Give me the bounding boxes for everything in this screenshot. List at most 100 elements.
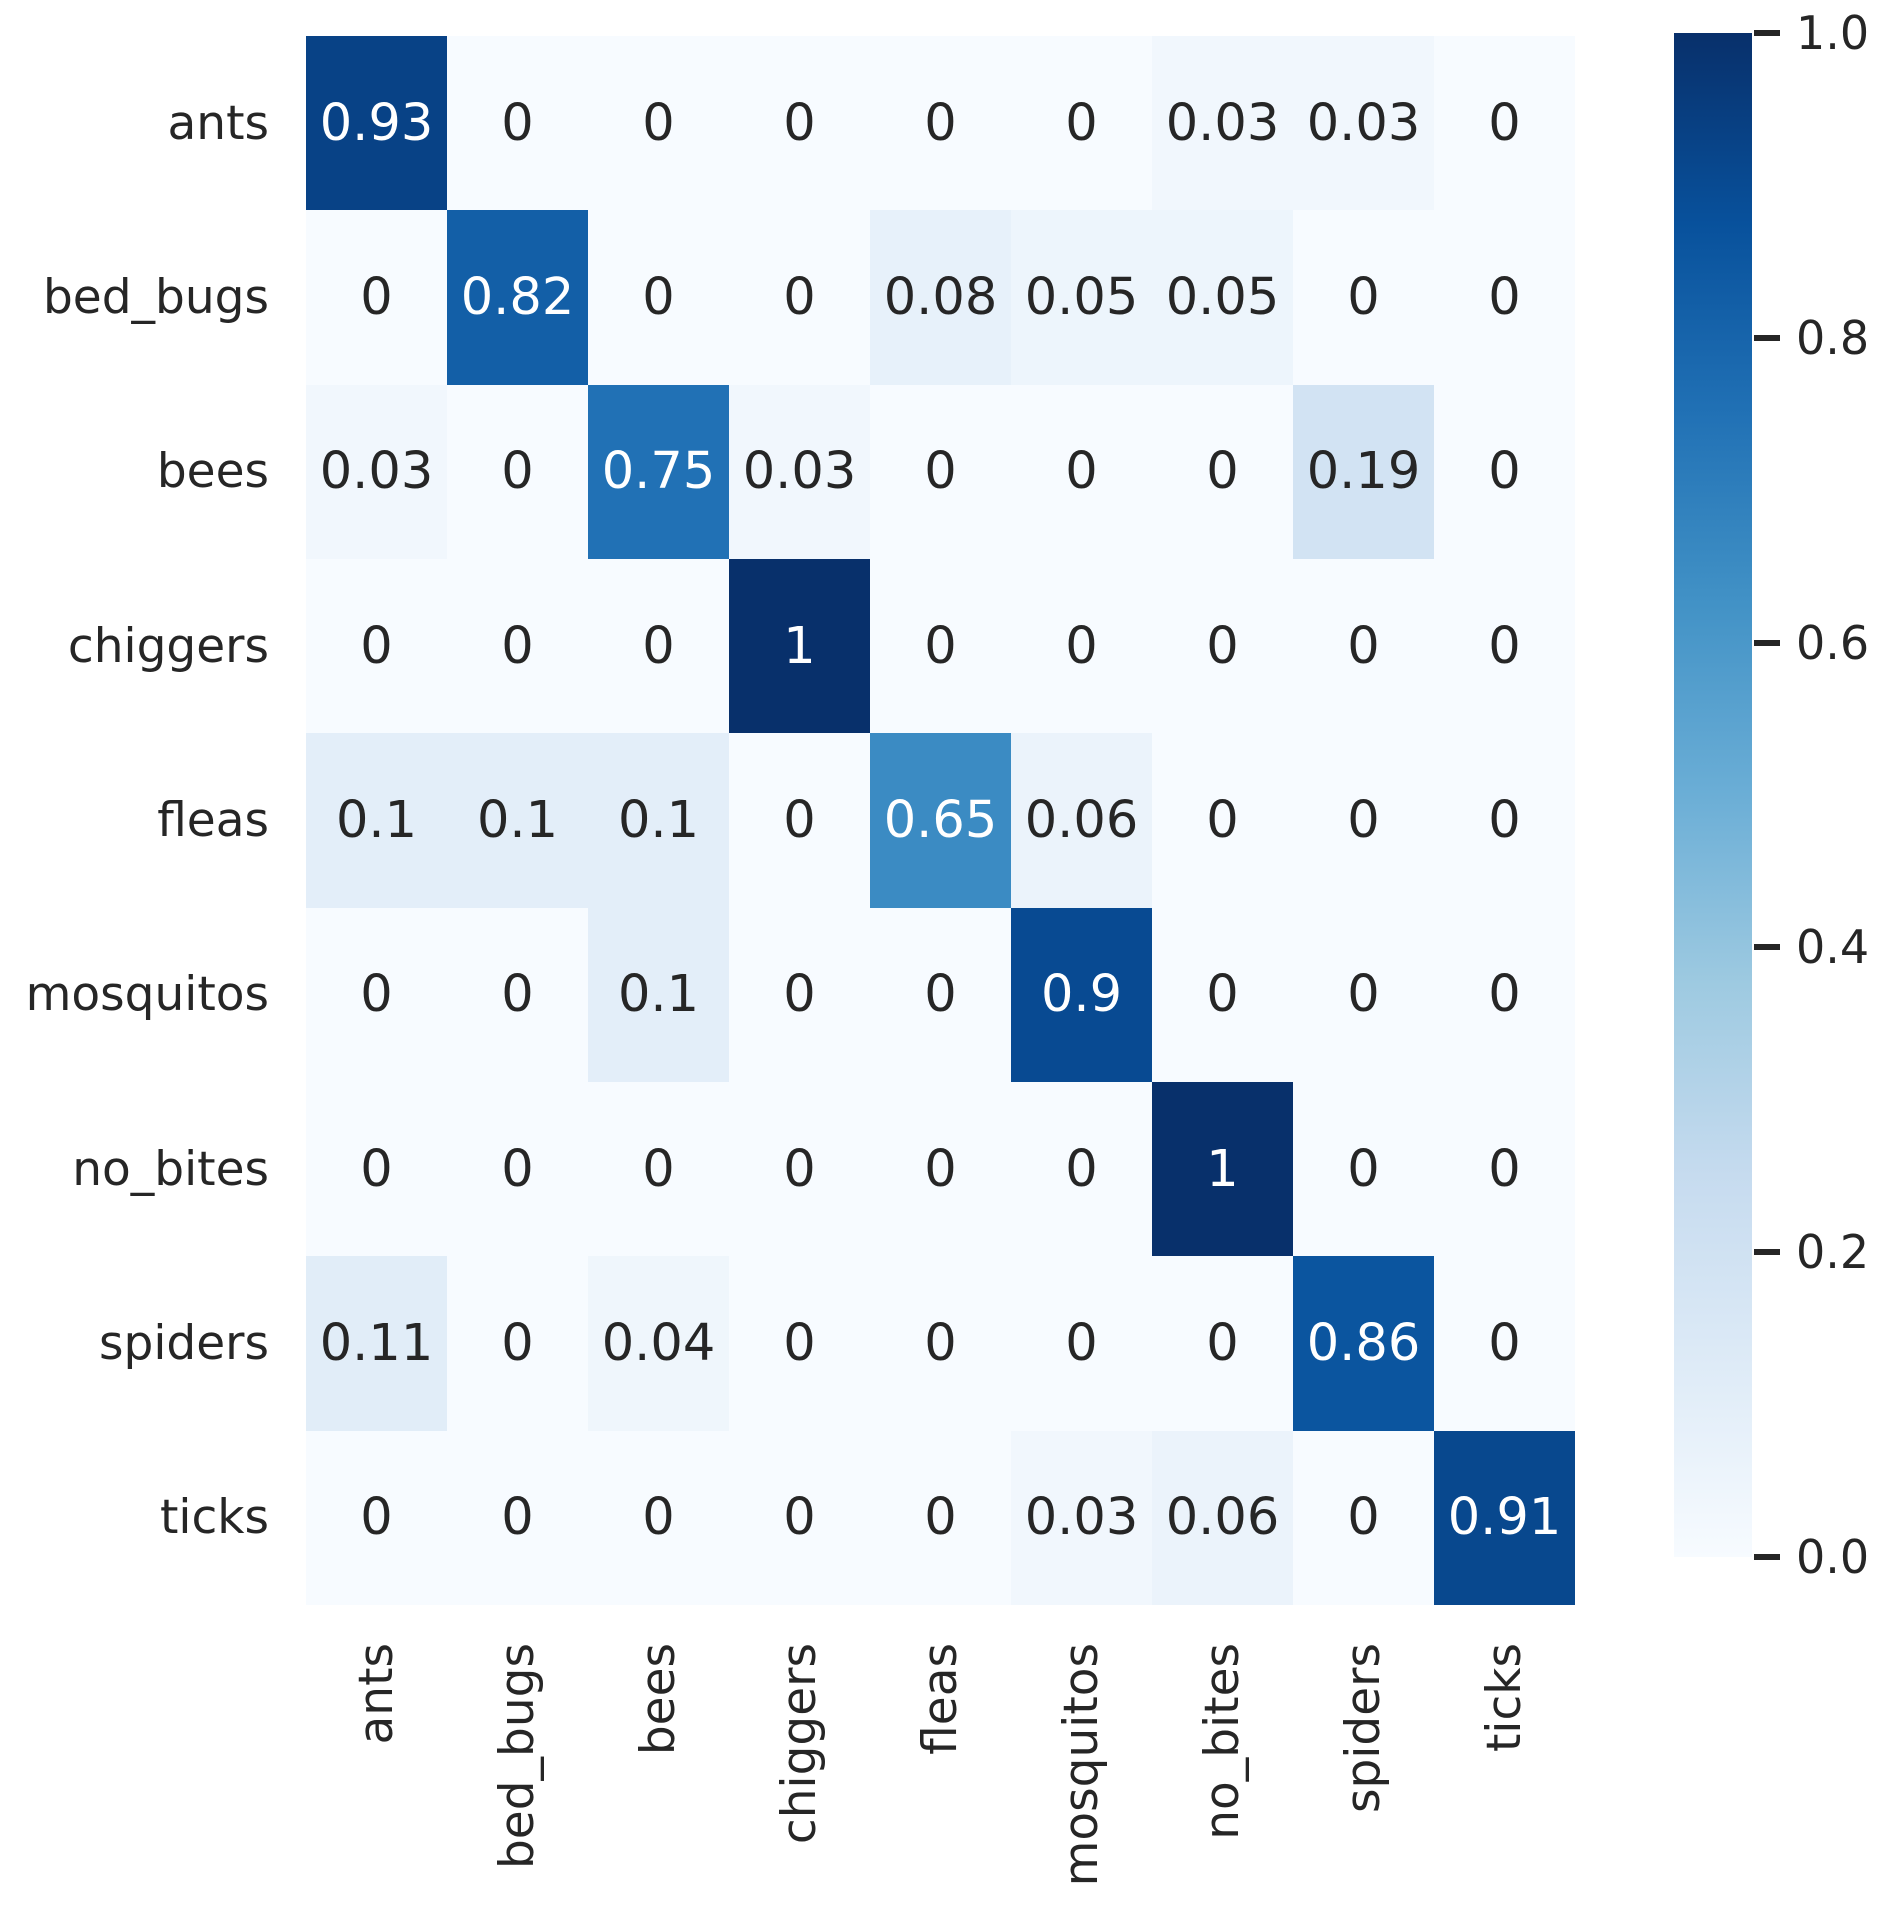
heatmap-cell: 1 [1152, 1081, 1293, 1257]
heatmap-cell: 0 [1011, 558, 1152, 734]
heatmap-cell: 0 [1152, 558, 1293, 734]
heatmap-cell: 0.1 [447, 733, 588, 908]
heatmap-cell: 0 [306, 1081, 447, 1257]
x-tick-label-text: chiggers [772, 1643, 827, 1845]
heatmap-cell: 0 [1152, 907, 1293, 1082]
heatmap-cell: 0 [306, 907, 447, 1082]
x-tick-label: ants [306, 1643, 447, 1914]
x-tick-label: fleas [870, 1643, 1011, 1914]
y-tick-label: no_bites [72, 1141, 269, 1197]
heatmap-cell: 0 [1434, 384, 1575, 559]
x-tick-label: bees [588, 1643, 729, 1914]
heatmap-cell: 0 [1434, 1081, 1575, 1257]
heatmap-cell: 0 [1011, 384, 1152, 559]
colorbar-gradient [1674, 33, 1752, 1557]
heatmap-cell: 0 [1152, 733, 1293, 908]
heatmap-cell: 0 [1293, 907, 1434, 1082]
heatmap-cell: 0 [870, 558, 1011, 734]
heatmap-cell: 0.1 [306, 733, 447, 908]
x-tick-label-text: spiders [1336, 1643, 1391, 1813]
colorbar-tick-label: 0.6 [1796, 615, 1870, 670]
colorbar-tick-label: 0.2 [1796, 1225, 1870, 1280]
colorbar-tick-mark [1754, 639, 1780, 646]
heatmap-cell: 0 [1293, 1430, 1434, 1605]
heatmap-cell: 0 [588, 1081, 729, 1257]
heatmap-cell: 0 [1434, 733, 1575, 908]
heatmap-cell: 0.08 [870, 210, 1011, 385]
colorbar: 1.0 0.8 0.6 0.4 0.2 0.0 [1674, 6, 1883, 1584]
heatmap-cell: 0 [729, 36, 870, 211]
heatmap-cell: 0.05 [1011, 210, 1152, 385]
heatmap-cell: 0 [1011, 1256, 1152, 1431]
y-tick-label: bed_bugs [42, 269, 269, 325]
x-tick-label-text: mosquitos [1054, 1643, 1109, 1887]
x-tick-label: bed_bugs [447, 1643, 588, 1914]
heatmap-grid: 0.93 0 0 0 0 0 0.03 0.03 0 0 0.82 0 0 0.08 0.05 0.05 0 0 0… [306, 36, 1575, 1605]
heatmap-cell: 0 [1293, 733, 1434, 908]
heatmap-cell: 0.86 [1293, 1256, 1434, 1431]
x-tick-label: chiggers [729, 1643, 870, 1914]
y-tick-label: ticks [159, 1490, 269, 1546]
heatmap-cell: 0.03 [1152, 36, 1293, 211]
heatmap-cell: 0 [1434, 1256, 1575, 1431]
heatmap-cell: 0 [447, 907, 588, 1082]
heatmap-cell: 0 [306, 210, 447, 385]
heatmap-cell: 0 [588, 1430, 729, 1605]
heatmap-cell: 0 [447, 1081, 588, 1257]
heatmap-cell: 0.75 [588, 384, 729, 559]
heatmap-cell: 0 [447, 1430, 588, 1605]
x-tick-label-text: bees [631, 1643, 686, 1756]
heatmap-cell: 0 [870, 36, 1011, 211]
heatmap-cell: 0.03 [1011, 1430, 1152, 1605]
y-tick-label: fleas [157, 792, 269, 848]
heatmap-cell: 0 [729, 907, 870, 1082]
x-tick-label: spiders [1293, 1643, 1434, 1914]
heatmap-cell: 0 [870, 1081, 1011, 1257]
heatmap-cell: 0 [870, 1430, 1011, 1605]
colorbar-tick-mark [1754, 1554, 1780, 1560]
heatmap-cell: 0.9 [1011, 907, 1152, 1082]
x-tick-label: no_bites [1152, 1643, 1293, 1914]
heatmap-cell: 0.91 [1434, 1430, 1575, 1605]
y-tick-label: bees [156, 444, 269, 500]
heatmap-cell: 0.1 [588, 733, 729, 908]
heatmap-cell: 0 [306, 1430, 447, 1605]
heatmap-cell: 0 [729, 210, 870, 385]
heatmap-cell: 0 [1434, 210, 1575, 385]
heatmap-cell: 0 [1293, 210, 1434, 385]
heatmap-cell: 0.82 [447, 210, 588, 385]
heatmap-cell: 0.1 [588, 907, 729, 1082]
colorbar-tick-mark [1754, 334, 1780, 341]
x-tick-label-text: fleas [913, 1643, 968, 1755]
heatmap-cell: 0 [729, 1430, 870, 1605]
heatmap-cell: 0 [447, 384, 588, 559]
y-tick-label: spiders [99, 1315, 269, 1371]
x-tick-label-text: no_bites [1195, 1643, 1250, 1840]
x-tick-label: mosquitos [1011, 1643, 1152, 1914]
heatmap-cell: 0.03 [1293, 36, 1434, 211]
heatmap-cell: 0 [870, 384, 1011, 559]
heatmap-cell: 0.06 [1011, 733, 1152, 908]
y-tick-label: mosquitos [25, 967, 269, 1023]
heatmap-cell: 0 [1011, 1081, 1152, 1257]
heatmap-cell: 0.93 [306, 36, 447, 211]
heatmap-cell: 1 [729, 558, 870, 734]
heatmap-cell: 0 [1293, 558, 1434, 734]
y-tick-label: chiggers [67, 618, 269, 674]
x-tick-label-text: bed_bugs [490, 1643, 545, 1870]
heatmap-cell: 0 [870, 907, 1011, 1082]
heatmap-cell: 0 [588, 210, 729, 385]
heatmap-cell: 0 [1011, 36, 1152, 211]
x-tick-label-text: ticks [1477, 1643, 1532, 1753]
colorbar-tick-label: 0.8 [1796, 310, 1870, 365]
x-tick-label-text: ants [349, 1643, 404, 1745]
heatmap-cell: 0 [1152, 384, 1293, 559]
heatmap-cell: 0 [588, 36, 729, 211]
y-tick-label: ants [167, 95, 269, 151]
heatmap-cell: 0 [729, 1081, 870, 1257]
heatmap-cell: 0 [447, 558, 588, 734]
heatmap-cell: 0.19 [1293, 384, 1434, 559]
colorbar-tick-mark [1754, 944, 1780, 951]
